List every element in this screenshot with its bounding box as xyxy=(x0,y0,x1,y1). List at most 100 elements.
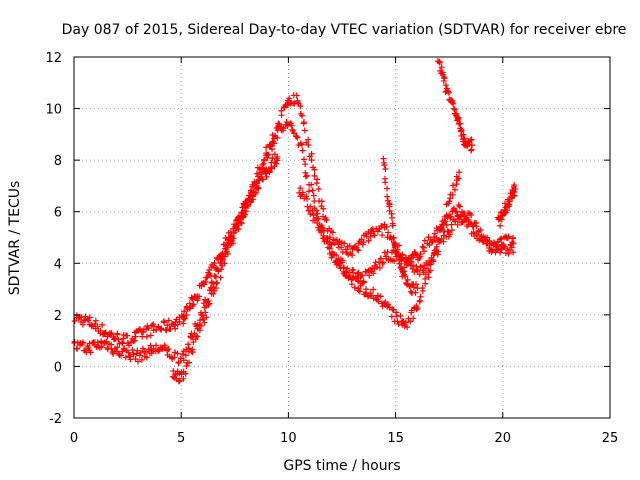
data-point xyxy=(176,377,183,384)
data-point xyxy=(509,239,516,246)
data-point xyxy=(433,243,440,250)
data-point xyxy=(267,143,274,150)
data-point xyxy=(355,287,362,294)
data-point xyxy=(417,293,424,300)
data-point xyxy=(309,187,316,194)
data-point xyxy=(244,203,251,210)
data-point xyxy=(266,168,273,175)
y-tick-label: 6 xyxy=(54,206,62,221)
data-point xyxy=(182,352,189,359)
series-7 xyxy=(495,182,519,229)
data-point xyxy=(439,69,446,76)
data-point xyxy=(407,288,414,295)
data-point xyxy=(139,345,146,352)
series-6 xyxy=(380,155,421,297)
data-point xyxy=(305,136,312,143)
data-point xyxy=(348,281,355,288)
data-point xyxy=(320,205,327,212)
data-point xyxy=(196,327,203,334)
data-point xyxy=(309,207,316,214)
data-point xyxy=(486,241,493,248)
data-point xyxy=(127,353,134,360)
data-point xyxy=(273,160,280,167)
data-point xyxy=(339,259,346,266)
data-point xyxy=(388,313,395,320)
data-point xyxy=(373,263,380,270)
data-point xyxy=(147,332,154,339)
data-point xyxy=(308,157,315,164)
data-point xyxy=(346,242,353,249)
data-point xyxy=(397,312,404,319)
data-point xyxy=(98,344,105,351)
data-point xyxy=(174,350,181,357)
data-point xyxy=(382,179,389,186)
data-point xyxy=(352,243,359,250)
data-point xyxy=(455,175,462,182)
data-point xyxy=(377,255,384,262)
data-point xyxy=(323,238,330,245)
data-point xyxy=(190,301,197,308)
data-point xyxy=(453,110,460,117)
data-point xyxy=(181,315,188,322)
data-point xyxy=(390,234,397,241)
data-point xyxy=(366,272,373,279)
data-point xyxy=(395,321,402,328)
data-point xyxy=(280,125,287,132)
data-point xyxy=(134,347,141,354)
data-point xyxy=(134,358,141,365)
data-point xyxy=(468,136,475,143)
data-point xyxy=(370,270,377,277)
data-point xyxy=(414,268,421,275)
data-point xyxy=(217,274,224,281)
plot-frame xyxy=(73,56,611,419)
data-point xyxy=(250,188,257,195)
data-point xyxy=(112,335,119,342)
data-point xyxy=(458,219,465,226)
data-point xyxy=(492,242,499,249)
data-point xyxy=(382,165,389,172)
data-point xyxy=(171,354,178,361)
data-point xyxy=(409,262,416,269)
data-point xyxy=(441,218,448,225)
data-point xyxy=(385,301,392,308)
data-point xyxy=(202,309,209,316)
data-point xyxy=(71,318,78,325)
y-tick-label: 2 xyxy=(54,309,62,324)
data-point xyxy=(354,246,361,253)
series-1 xyxy=(71,151,281,349)
y-tick-label: 0 xyxy=(54,360,62,375)
data-point xyxy=(132,333,139,340)
data-point xyxy=(301,127,308,134)
data-point xyxy=(420,244,427,251)
data-point xyxy=(179,351,186,358)
data-point xyxy=(355,247,362,254)
data-point xyxy=(371,232,378,239)
data-point xyxy=(185,341,192,348)
data-point xyxy=(510,249,517,256)
data-point xyxy=(496,236,503,243)
data-point xyxy=(94,323,101,330)
data-point xyxy=(313,180,320,187)
data-point xyxy=(356,288,363,295)
y-tick-label: 8 xyxy=(54,154,62,169)
data-point xyxy=(355,269,362,276)
data-point xyxy=(451,186,458,193)
data-point xyxy=(379,259,386,266)
data-point xyxy=(137,349,144,356)
data-point xyxy=(336,261,343,268)
data-point xyxy=(458,126,465,133)
data-point xyxy=(452,218,459,225)
data-point xyxy=(180,357,187,364)
data-point xyxy=(130,351,137,358)
data-point xyxy=(422,280,429,287)
data-point xyxy=(488,248,495,255)
data-point xyxy=(74,345,81,352)
data-point xyxy=(417,251,424,258)
data-point xyxy=(140,329,147,336)
data-point xyxy=(468,142,475,149)
data-point xyxy=(311,172,318,179)
data-point xyxy=(189,346,196,353)
data-point xyxy=(276,121,283,128)
data-point xyxy=(307,211,314,218)
